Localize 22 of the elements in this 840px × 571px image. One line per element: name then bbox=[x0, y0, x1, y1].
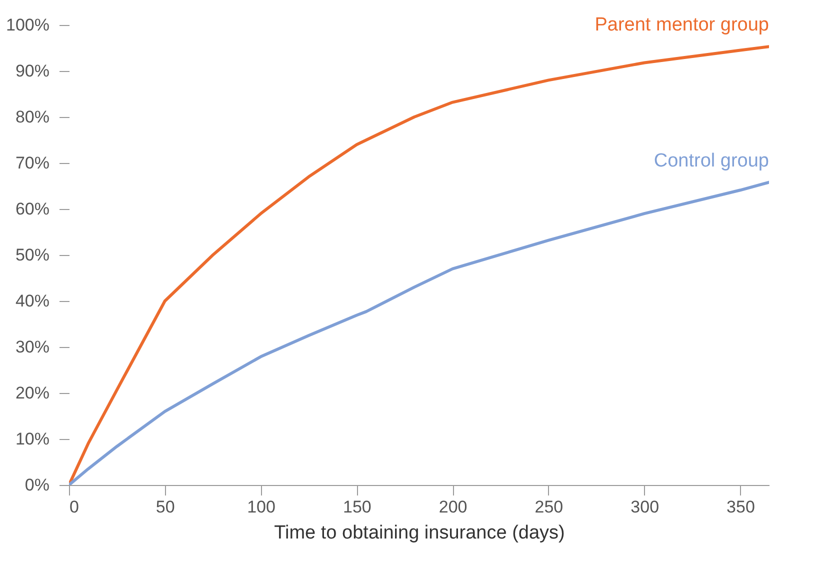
y-tick-label: 80% bbox=[15, 108, 50, 126]
y-tick-label: 20% bbox=[15, 384, 50, 402]
series-label: Parent mentor group bbox=[594, 14, 769, 36]
y-tick-label: 30% bbox=[15, 338, 50, 356]
x-tick-label: 300 bbox=[630, 498, 660, 516]
x-tick-label: 0 bbox=[70, 498, 79, 516]
x-axis-title: Time to obtaining insurance (days) bbox=[274, 522, 565, 544]
y-tick-label: 50% bbox=[15, 246, 50, 264]
y-tick-label: 100% bbox=[6, 16, 50, 34]
x-tick-label: 50 bbox=[156, 498, 175, 516]
y-tick-label: 40% bbox=[15, 292, 50, 310]
y-tick-label: 0% bbox=[24, 476, 50, 494]
x-tick-label: 350 bbox=[726, 498, 755, 516]
y-tick-label: 10% bbox=[15, 430, 50, 448]
x-tick-label: 150 bbox=[342, 498, 372, 516]
y-tick-label: 70% bbox=[15, 154, 50, 172]
x-tick-label: 200 bbox=[438, 498, 468, 516]
series-label: Control group bbox=[654, 150, 769, 172]
y-tick-label: 60% bbox=[15, 200, 50, 218]
x-tick-label: 100 bbox=[247, 498, 276, 516]
x-tick-label: 250 bbox=[534, 498, 564, 516]
y-tick-label: 90% bbox=[15, 62, 50, 80]
